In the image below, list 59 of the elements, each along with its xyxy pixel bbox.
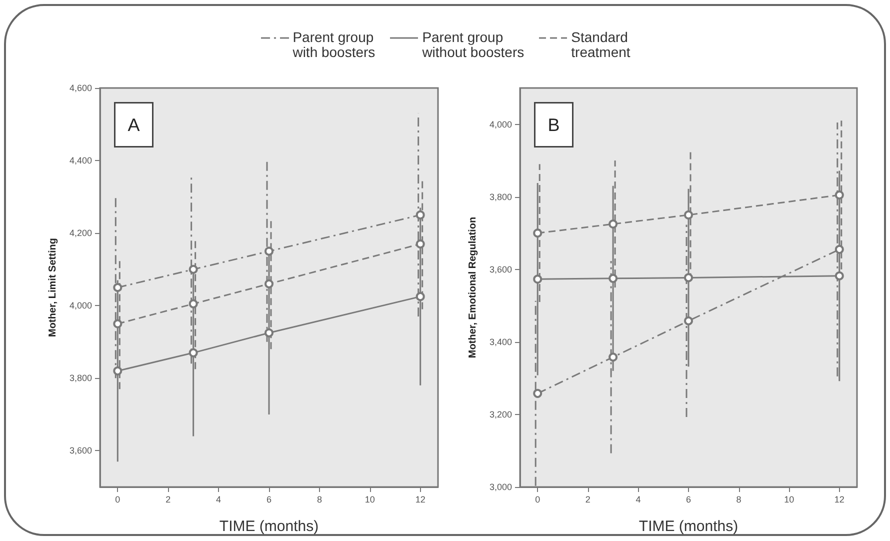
y-tick-label: 3,600 <box>69 446 92 456</box>
point <box>608 352 618 362</box>
point <box>113 366 122 376</box>
x-tick-label: 8 <box>316 494 322 504</box>
point <box>188 264 198 274</box>
x-tick-label: 8 <box>736 494 742 504</box>
point <box>264 328 274 338</box>
point <box>113 319 122 328</box>
point <box>533 274 542 284</box>
y-tick-label: 3,800 <box>489 192 512 202</box>
x-tick-label: 4 <box>216 494 222 504</box>
point <box>533 388 542 398</box>
y-tick-label: 4,000 <box>69 300 92 311</box>
point <box>608 220 618 229</box>
x-tick-label: 0 <box>535 494 540 504</box>
point <box>416 239 425 248</box>
point <box>264 246 274 256</box>
point <box>264 279 274 288</box>
legend-label: Standard treatment <box>571 29 630 60</box>
point <box>608 274 618 283</box>
y-axis-title: Mother, Emotional Regulation <box>468 216 478 358</box>
y-tick-label: 4,200 <box>69 228 92 238</box>
y-tick-label: 4,000 <box>489 119 512 130</box>
y-axis-title: Mother, Limit Setting <box>48 238 58 337</box>
annotation: A <box>128 114 140 135</box>
y-tick-label: 3,200 <box>489 409 512 420</box>
x-tick-label: 10 <box>364 494 375 504</box>
legend-label: Parent group without boosters <box>422 29 524 60</box>
point <box>834 271 844 280</box>
point <box>188 299 198 308</box>
y-tick-label: 3,600 <box>489 264 512 274</box>
point <box>416 292 425 302</box>
x-tick-label: 0 <box>115 494 120 504</box>
legend-label: Parent group with boosters <box>292 29 376 60</box>
annotation: B <box>548 114 560 135</box>
point <box>188 348 198 358</box>
y-tick-label: 3,800 <box>69 373 92 384</box>
x-tick-label: 2 <box>166 494 171 504</box>
x-axis-title: TIME (months) <box>219 518 319 535</box>
x-tick-label: 2 <box>585 494 590 504</box>
point <box>113 283 122 292</box>
point <box>416 210 425 220</box>
x-axis-title: TIME (months) <box>638 518 738 535</box>
y-tick-label: 4,400 <box>69 156 92 166</box>
point <box>684 316 693 326</box>
x-tick-label: 6 <box>686 494 692 504</box>
x-tick-label: 10 <box>784 494 794 504</box>
x-tick-label: 4 <box>636 494 641 504</box>
y-tick-label: 3,400 <box>489 336 512 347</box>
x-tick-label: 12 <box>834 494 844 504</box>
point <box>834 244 844 254</box>
point <box>533 228 542 238</box>
y-tick-label: 4,600 <box>69 83 92 93</box>
x-tick-label: 6 <box>266 494 272 504</box>
y-tick-label: 3,000 <box>489 482 512 492</box>
point <box>834 190 844 200</box>
x-tick-label: 12 <box>415 494 426 504</box>
point <box>684 210 693 220</box>
point <box>684 273 693 282</box>
